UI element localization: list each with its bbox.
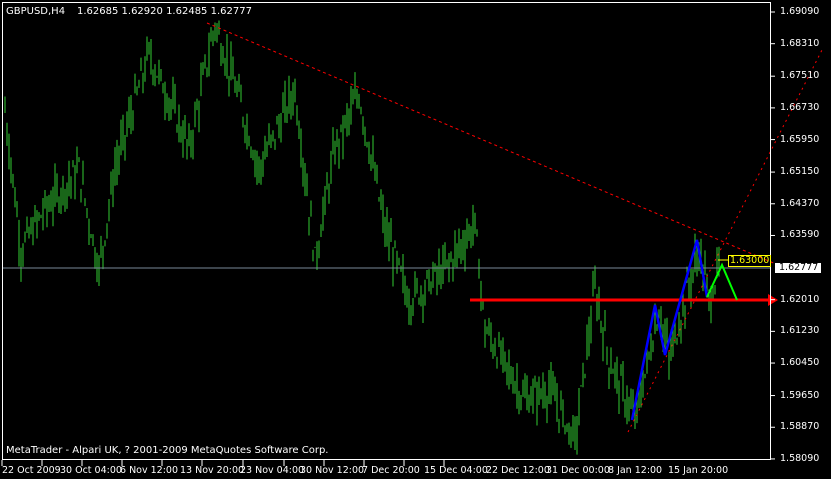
price-tick-label: 1.65950 (780, 133, 820, 145)
price-tick-label: 1.61230 (780, 325, 820, 337)
blue-wave-projection (630, 239, 709, 421)
time-tick-label: 15 Dec 04:00 (424, 465, 488, 476)
resistance-trendline[interactable] (206, 22, 791, 271)
chart-frame (2, 2, 771, 460)
chart-title: GBPUSD,H4 (6, 6, 66, 17)
copyright-text: MetaTrader - Alpari UK, ? 2001-2009 Meta… (6, 445, 329, 456)
green-wave-projection (706, 262, 738, 301)
ohlc-readout: 1.62685 1.62920 1.62485 1.62777 (77, 6, 252, 17)
price-tick-label: 1.59650 (780, 389, 820, 401)
price-tick-label: 1.69090 (780, 6, 820, 17)
price-tick-label: 1.68310 (780, 37, 820, 49)
time-tick-label: 22 Oct 2009 (2, 465, 61, 476)
price-tick-label: 1.60450 (780, 357, 820, 369)
current-price-label: 1.62777 (775, 263, 822, 274)
level-price-label[interactable]: 1.63000 (728, 255, 772, 267)
price-tick-label: 1.65150 (780, 166, 820, 178)
time-tick-label: 30 Oct 04:00 (60, 465, 122, 476)
time-tick-label: 7 Dec 20:00 (362, 465, 420, 476)
price-tick-label: 1.67510 (780, 70, 820, 82)
time-tick-label: 15 Jan 20:00 (668, 465, 729, 476)
time-tick-label: 6 Nov 12:00 (120, 465, 179, 476)
time-tick-label: 30 Nov 12:00 (300, 465, 365, 476)
price-tick-label: 1.64370 (780, 197, 820, 209)
time-tick-label: 23 Nov 04:00 (240, 465, 305, 476)
ohlc-bars (4, 20, 720, 455)
price-axis (771, 11, 775, 460)
time-tick-label: 22 Dec 12:00 (486, 465, 550, 476)
price-tick-label: 1.62010 (780, 293, 820, 305)
time-tick-label: 13 Nov 20:00 (180, 465, 245, 476)
price-tick-label: 1.58090 (780, 452, 820, 464)
time-axis (1, 460, 445, 466)
time-tick-label: 8 Jan 12:00 (608, 465, 663, 476)
time-tick-label: 31 Dec 00:00 (546, 465, 610, 476)
price-tick-label: 1.66730 (780, 101, 820, 113)
price-tick-label: 1.58870 (780, 421, 820, 433)
price-tick-label: 1.63590 (780, 229, 820, 241)
